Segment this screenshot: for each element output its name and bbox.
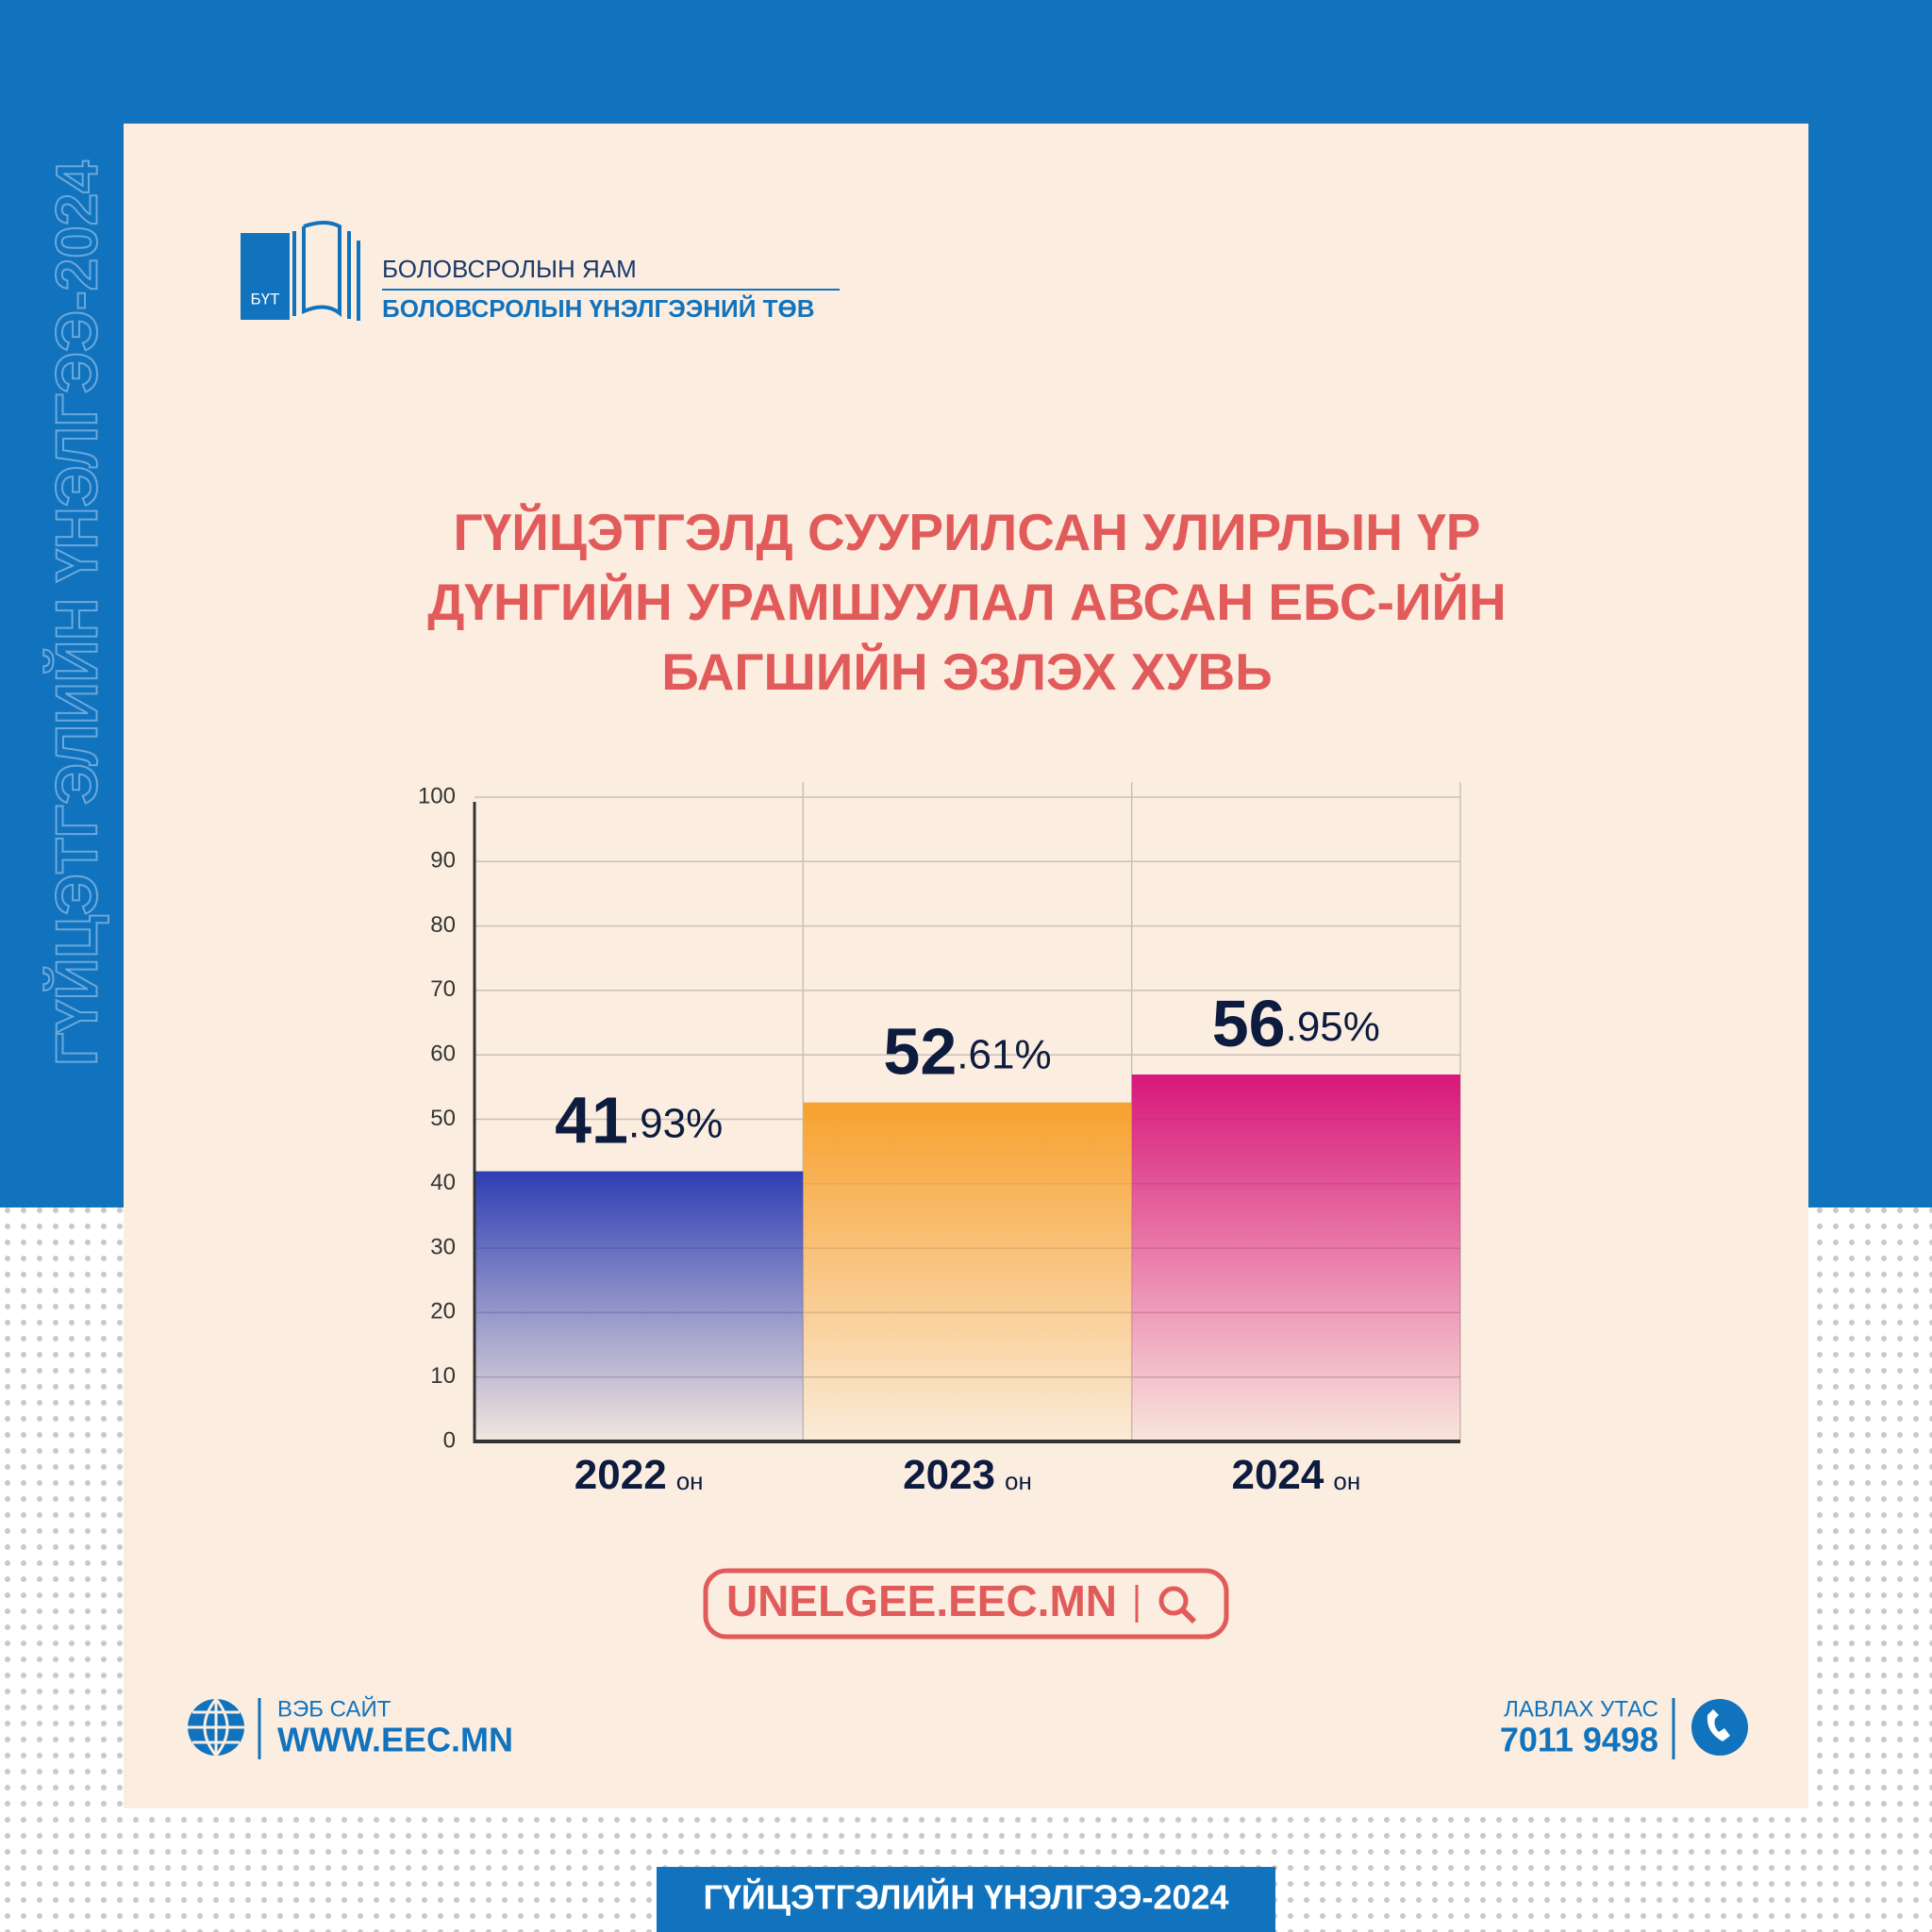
x-tick-year: 2023 [903,1452,995,1498]
phone-label: ЛАВЛАХ УТАС [1504,1696,1658,1722]
value-label-minor: .95% [1286,1004,1380,1050]
campaign-label: ГҮЙЦЭТГЭЛИЙН ҮНЭЛГЭЭ-2024 [703,1877,1228,1917]
search-icon [1158,1586,1189,1616]
chart: 0 10 20 30 40 50 60 70 80 90 100 2022 он 41.93% 2023 он… [418,782,1461,1498]
value-label-minor: .93% [628,1100,723,1146]
bar [803,1102,1132,1441]
y-tick-label: 90 [430,848,456,874]
value-label: 52.61% [883,1015,1051,1089]
phone: 7011 9498 [1500,1721,1658,1759]
x-tick-suffix: он [1333,1467,1360,1495]
y-tick-label: 50 [430,1106,456,1131]
y-tick-label: 30 [430,1234,456,1259]
bar [475,1171,804,1441]
y-tick-label: 40 [430,1170,456,1195]
chart-title: ГҮЙЦЭТГЭЛД СУУРИЛСАН УЛИРЛЫН ҮР ДҮНГИЙН … [427,503,1507,701]
search-icon-handle [1180,1607,1197,1624]
x-tick-suffix: он [676,1467,704,1495]
center: БОЛОВСРОЛЫН ҮНЭЛГЭЭНИЙ ТӨВ [382,294,815,323]
y-tick-label: 0 [443,1427,456,1453]
side-text: ГҮЙЦЭТГЭЛИЙН ҮНЭЛГЭЭ-2024 [43,160,109,1066]
x-tick-label: 2024 он [1231,1452,1360,1498]
x-tick-label: 2023 он [903,1452,1032,1498]
ministry: БОЛОВСРОЛЫН ЯАМ [382,255,637,283]
campaign-box [657,1867,1275,1932]
value-label-minor: .61% [957,1031,1051,1077]
value-label-major: 52 [883,1015,957,1089]
y-tick-label: 10 [430,1363,456,1389]
y-tick-label: 20 [430,1299,456,1324]
logo-book [292,221,360,321]
y-tick-label: 80 [430,912,456,938]
x-tick-year: 2022 [575,1452,667,1498]
x-tick-suffix: он [1005,1467,1032,1495]
logo-badge: БҮТ [251,290,280,308]
x-tick-label: 2022 он [575,1452,704,1498]
web: WWW.EEC.MN [277,1721,513,1759]
value-label-major: 56 [1212,988,1286,1061]
panel [124,124,1808,1808]
value-label-major: 41 [555,1084,628,1158]
value-label: 41.93% [555,1084,723,1158]
phone-icon [1691,1699,1748,1756]
y-tick-label: 70 [430,976,456,1002]
logo-box [241,233,290,320]
y-tick-label: 100 [418,783,456,808]
phone-glyph [1707,1709,1730,1741]
search-box [703,1568,1229,1640]
value-label: 56.95% [1212,988,1380,1061]
search-text: UNELGEE.EEC.MN [726,1576,1117,1625]
globe-lines [188,1698,244,1758]
y-tick-label: 60 [430,1041,456,1067]
bar [1131,1074,1460,1441]
web-label: ВЭБ САЙТ [277,1695,391,1722]
x-tick-year: 2024 [1231,1452,1324,1498]
